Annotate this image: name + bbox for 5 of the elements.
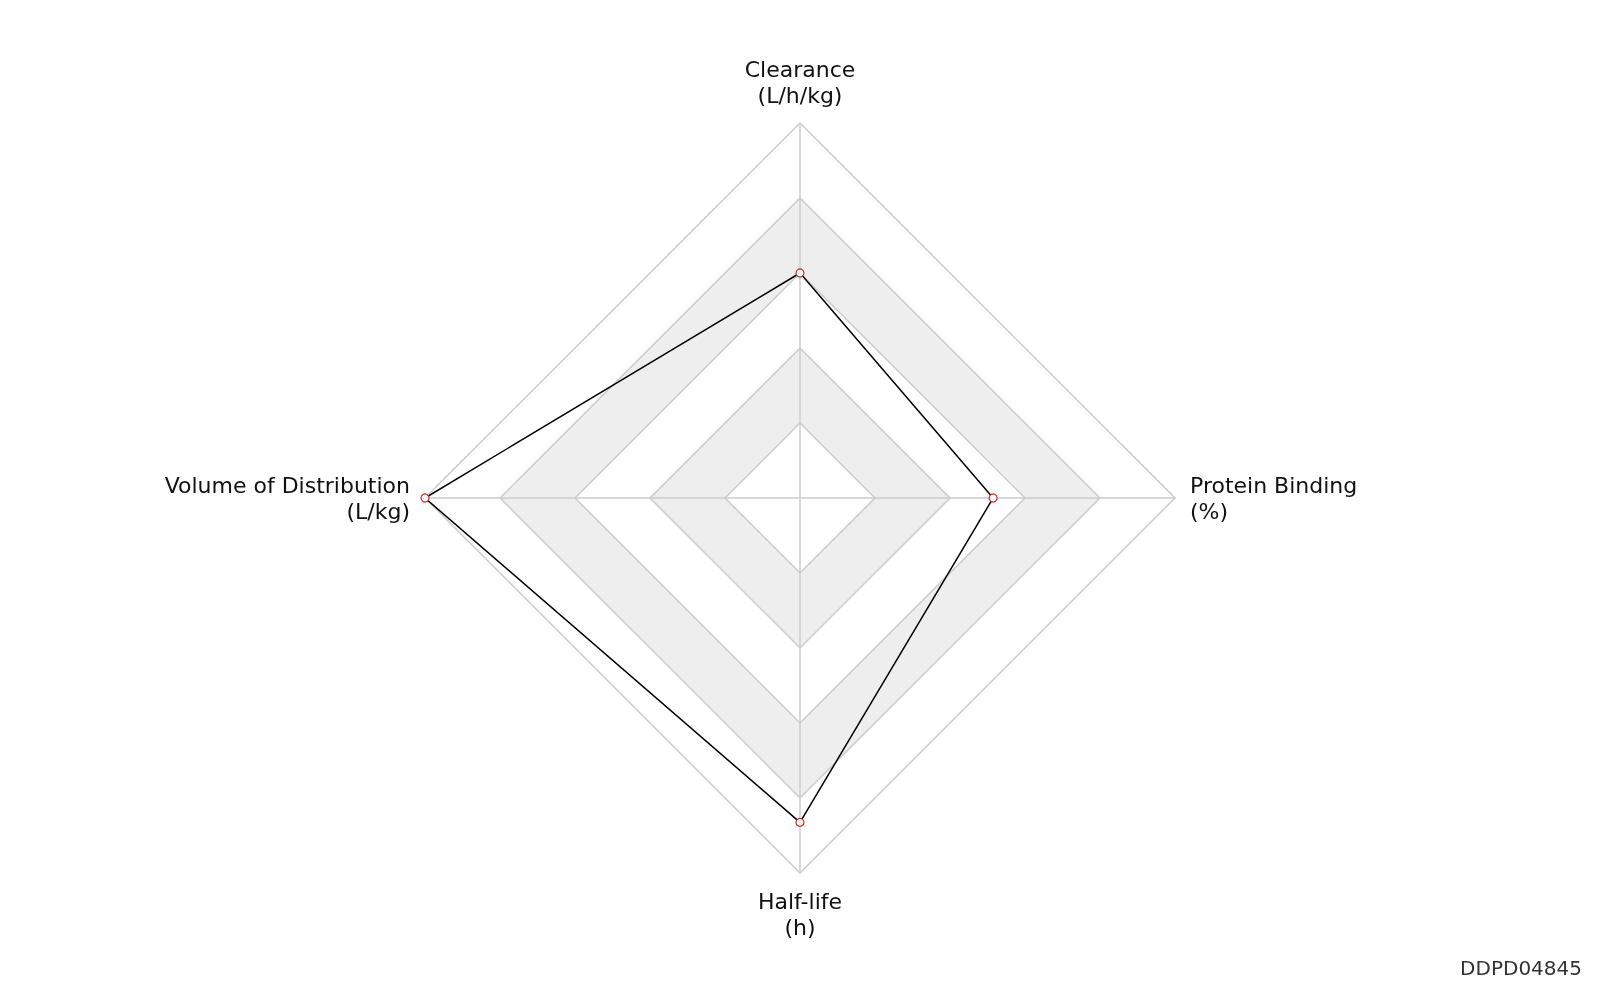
spoke-label: Volume of Distribution (L/kg) <box>164 472 410 524</box>
spoke-label: Clearance (L/h/kg) <box>744 56 856 108</box>
spoke-label: Half-life (h) <box>757 888 843 940</box>
text: DDPD04845 <box>1460 956 1583 980</box>
spoke-label: Protein Binding (%) <box>1190 472 1358 524</box>
